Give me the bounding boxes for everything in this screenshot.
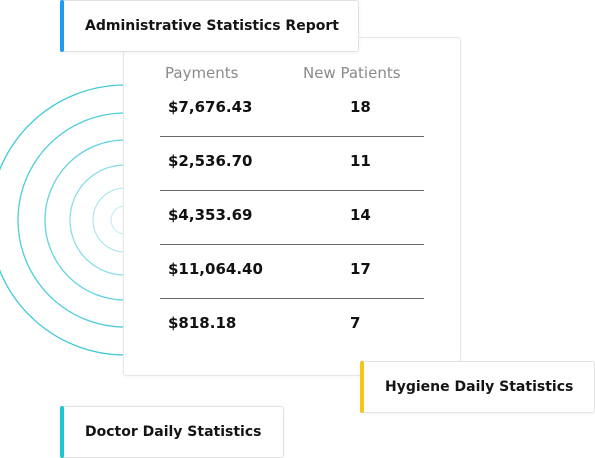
new-patients-header: New Patients — [303, 64, 401, 82]
administrative-report-tag[interactable]: Administrative Statistics Report — [60, 0, 359, 52]
new-patients-value: 14 — [350, 206, 371, 224]
payment-value: $818.18 — [168, 314, 237, 332]
payments-header: Payments — [165, 64, 239, 82]
accent-bar — [60, 406, 64, 458]
accent-bar — [360, 361, 364, 413]
table-row: $818.18 7 — [160, 299, 424, 353]
new-patients-value: 17 — [350, 260, 371, 278]
payment-value: $4,353.69 — [168, 206, 253, 224]
row-divider — [160, 190, 424, 191]
payment-value: $7,676.43 — [168, 98, 253, 116]
new-patients-value: 18 — [350, 98, 371, 116]
row-divider — [160, 136, 424, 137]
accent-bar — [60, 0, 64, 52]
payment-value: $2,536.70 — [168, 152, 253, 170]
new-patients-value: 11 — [350, 152, 371, 170]
table-row: $4,353.69 14 — [160, 191, 424, 245]
doctor-statistics-tag[interactable]: Doctor Daily Statistics — [60, 406, 284, 458]
row-divider — [160, 244, 424, 245]
table-header: Payments New Patients — [124, 64, 460, 84]
payment-value: $11,064.40 — [168, 260, 263, 278]
new-patients-value: 7 — [350, 314, 361, 332]
tag-label: Hygiene Daily Statistics — [385, 379, 574, 395]
hygiene-statistics-tag[interactable]: Hygiene Daily Statistics — [360, 361, 595, 413]
table-row: $11,064.40 17 — [160, 245, 424, 299]
table-row: $2,536.70 11 — [160, 137, 424, 191]
row-divider — [160, 298, 424, 299]
tag-label: Administrative Statistics Report — [85, 18, 339, 34]
statistics-table-card: Payments New Patients $7,676.43 18 $2,53… — [123, 37, 461, 376]
tag-label: Doctor Daily Statistics — [85, 424, 262, 440]
table-row: $7,676.43 18 — [160, 83, 424, 137]
